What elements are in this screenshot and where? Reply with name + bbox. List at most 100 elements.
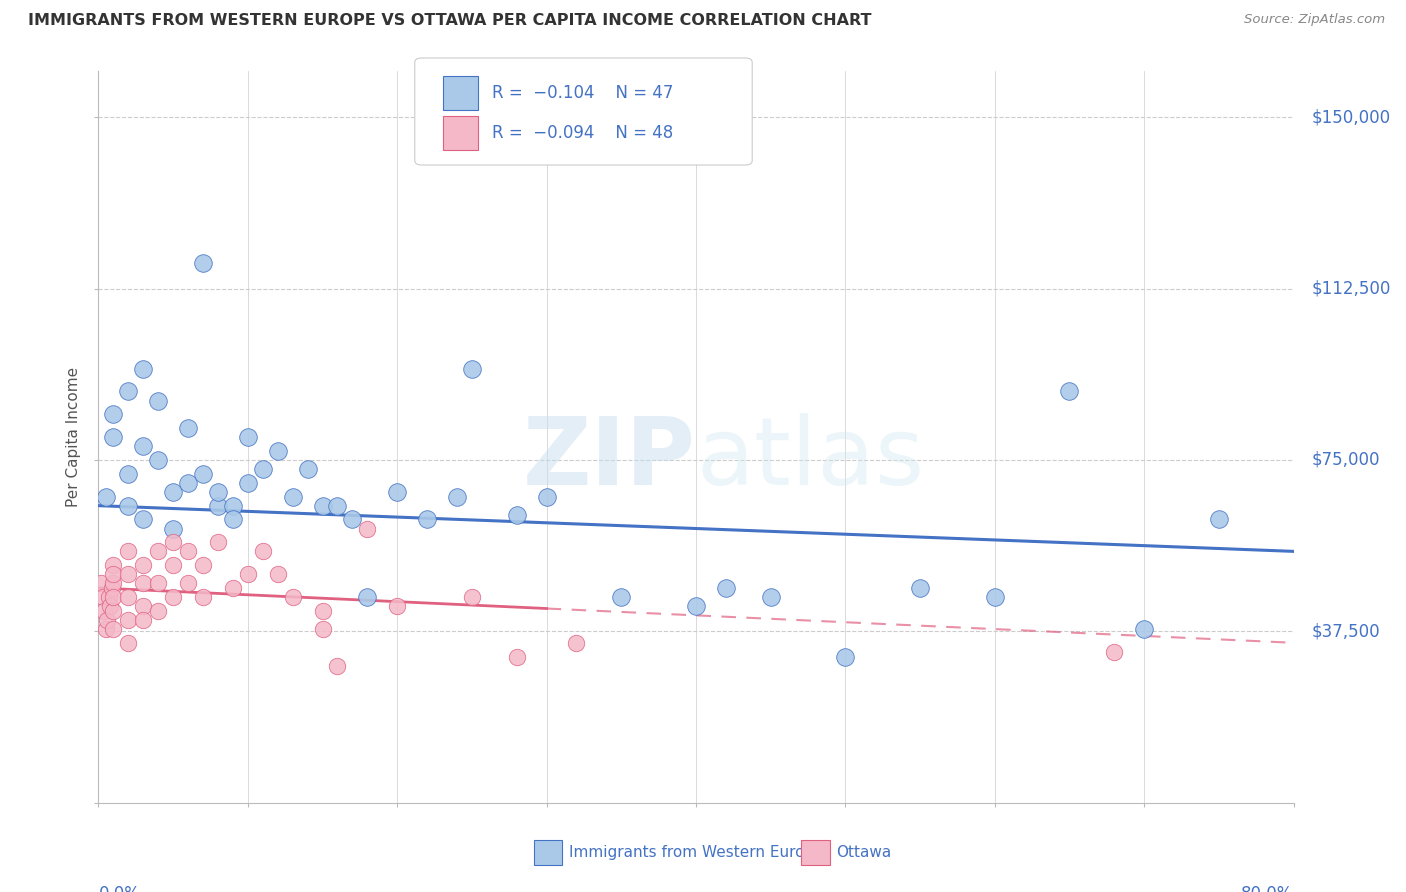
Point <box>267 443 290 458</box>
Point <box>311 499 333 513</box>
Point <box>162 485 184 500</box>
Point <box>342 512 364 526</box>
Point <box>97 590 120 604</box>
Point <box>101 581 124 595</box>
Point <box>326 658 349 673</box>
Point <box>311 604 333 618</box>
Point <box>103 567 125 582</box>
Point <box>356 590 378 604</box>
Point <box>148 393 170 408</box>
Point <box>132 512 155 526</box>
Point <box>536 490 558 504</box>
Point <box>117 544 139 558</box>
Point <box>117 636 139 650</box>
Point <box>132 576 155 591</box>
Point <box>148 544 170 558</box>
Point <box>117 384 139 399</box>
Text: $150,000: $150,000 <box>1312 108 1391 126</box>
Text: IMMIGRANTS FROM WESTERN EUROPE VS OTTAWA PER CAPITA INCOME CORRELATION CHART: IMMIGRANTS FROM WESTERN EUROPE VS OTTAWA… <box>28 13 872 29</box>
Point <box>117 567 139 582</box>
Point <box>103 576 125 591</box>
Point <box>148 576 170 591</box>
Point <box>1104 645 1126 659</box>
Point <box>983 590 1005 604</box>
Point <box>908 581 931 595</box>
Point <box>148 604 170 618</box>
Point <box>222 512 245 526</box>
Text: $37,500: $37,500 <box>1312 623 1381 640</box>
Point <box>311 622 333 636</box>
Point <box>103 622 125 636</box>
Point <box>96 613 118 627</box>
Point <box>98 599 122 614</box>
Point <box>207 535 229 549</box>
Point <box>461 590 484 604</box>
Point <box>446 490 468 504</box>
Point <box>191 467 214 481</box>
Text: Source: ZipAtlas.com: Source: ZipAtlas.com <box>1244 13 1385 27</box>
Text: atlas: atlas <box>696 413 924 505</box>
Point <box>610 590 633 604</box>
Point <box>132 439 155 453</box>
Point <box>326 499 349 513</box>
Point <box>1133 622 1156 636</box>
Point <box>117 467 139 481</box>
Point <box>252 462 274 476</box>
Point <box>297 462 319 476</box>
Point <box>207 499 229 513</box>
Point <box>90 576 112 591</box>
Point <box>103 558 125 573</box>
Point <box>191 558 214 573</box>
Point <box>103 590 125 604</box>
Point <box>93 604 115 618</box>
Point <box>117 613 139 627</box>
Point <box>461 361 484 376</box>
Point <box>94 622 117 636</box>
Point <box>132 599 155 614</box>
Point <box>222 581 245 595</box>
Point <box>132 613 155 627</box>
Point <box>177 576 200 591</box>
Point <box>506 649 529 664</box>
Point <box>685 599 707 614</box>
Point <box>162 521 184 535</box>
Point <box>281 490 304 504</box>
Text: 0.0%: 0.0% <box>98 885 141 892</box>
Point <box>177 475 200 490</box>
Point <box>236 567 259 582</box>
Point <box>132 558 155 573</box>
Point <box>191 256 214 270</box>
Text: $75,000: $75,000 <box>1312 451 1379 469</box>
Point <box>207 485 229 500</box>
Text: R =  −0.104    N = 47: R = −0.104 N = 47 <box>492 84 673 102</box>
Point <box>416 512 439 526</box>
Point <box>103 604 125 618</box>
Point <box>132 361 155 376</box>
Point <box>103 430 125 444</box>
Point <box>1208 512 1230 526</box>
Point <box>385 485 409 500</box>
Point <box>281 590 304 604</box>
Point <box>236 430 259 444</box>
Point <box>252 544 274 558</box>
Text: R =  −0.094    N = 48: R = −0.094 N = 48 <box>492 124 673 142</box>
Text: $112,500: $112,500 <box>1312 279 1391 298</box>
Point <box>117 499 139 513</box>
Text: 80.0%: 80.0% <box>1241 885 1294 892</box>
Point <box>267 567 290 582</box>
Point <box>148 453 170 467</box>
Point <box>385 599 409 614</box>
Text: Immigrants from Western Europe: Immigrants from Western Europe <box>569 846 824 860</box>
Text: Ottawa: Ottawa <box>837 846 891 860</box>
Point <box>834 649 856 664</box>
Y-axis label: Per Capita Income: Per Capita Income <box>66 367 82 508</box>
Text: ZIP: ZIP <box>523 413 696 505</box>
Point <box>103 407 125 421</box>
Point <box>222 499 245 513</box>
Point <box>714 581 737 595</box>
Point <box>162 590 184 604</box>
Point <box>177 544 200 558</box>
Point <box>117 590 139 604</box>
Point <box>565 636 588 650</box>
Point <box>94 490 117 504</box>
